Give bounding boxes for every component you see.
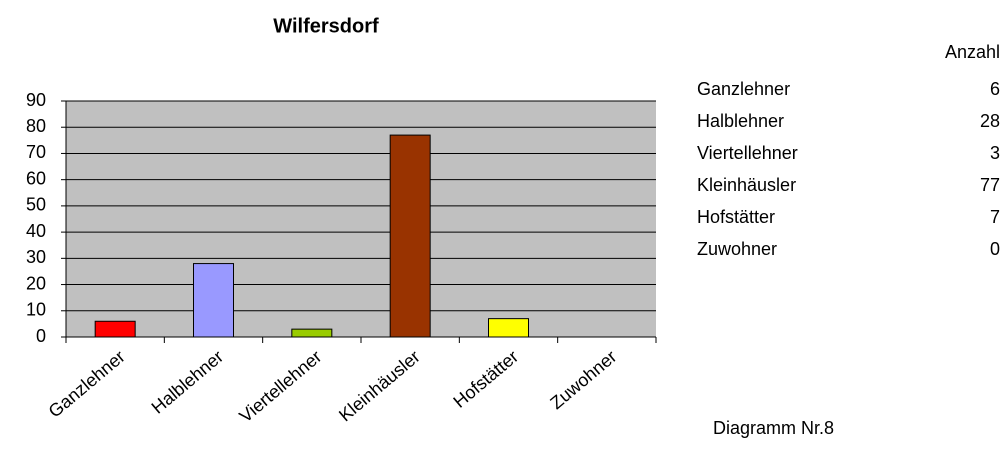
table-name: Zuwohner <box>697 239 777 259</box>
caption: Diagramm Nr.8 <box>713 418 834 438</box>
bar <box>94 320 136 338</box>
y-tick-label: 80 <box>26 116 46 136</box>
y-tick-label: 30 <box>26 247 46 267</box>
table-value: 3 <box>990 143 1000 163</box>
y-tick-label: 0 <box>36 326 46 346</box>
table-value: 0 <box>990 239 1000 259</box>
x-tick-label: Zuwohner <box>546 346 620 413</box>
y-tick-label: 60 <box>26 168 46 188</box>
bar <box>389 134 431 338</box>
y-tick-label: 40 <box>26 221 46 241</box>
table-name: Viertellehner <box>697 143 798 163</box>
y-tick-label: 20 <box>26 273 46 293</box>
table-header: Anzahl <box>945 42 1000 62</box>
x-tick-label: Kleinhäusler <box>335 346 424 425</box>
x-tick-label: Ganzlehner <box>45 346 129 421</box>
table-value: 77 <box>980 175 1000 195</box>
y-tick-label: 70 <box>26 142 46 162</box>
bar <box>291 328 333 338</box>
table-value: 7 <box>990 207 1000 227</box>
bar <box>193 263 234 338</box>
y-tick-label: 10 <box>26 300 46 320</box>
table-name: Halblehner <box>697 111 784 131</box>
x-tick-label: Hofstätter <box>449 346 522 411</box>
table-value: 28 <box>980 111 1000 131</box>
bar <box>488 318 529 338</box>
table-name: Hofstätter <box>697 207 775 227</box>
table-name: Ganzlehner <box>697 79 790 99</box>
x-tick-label: Viertellehner <box>235 346 325 426</box>
table-value: 6 <box>990 79 1000 99</box>
y-tick-label: 50 <box>26 195 46 215</box>
chart-title: Wilfersdorf <box>273 15 379 37</box>
plot-area <box>66 101 656 337</box>
y-tick-label: 90 <box>26 90 46 110</box>
x-tick-label: Halblehner <box>148 346 228 417</box>
table-name: Kleinhäusler <box>697 175 796 195</box>
